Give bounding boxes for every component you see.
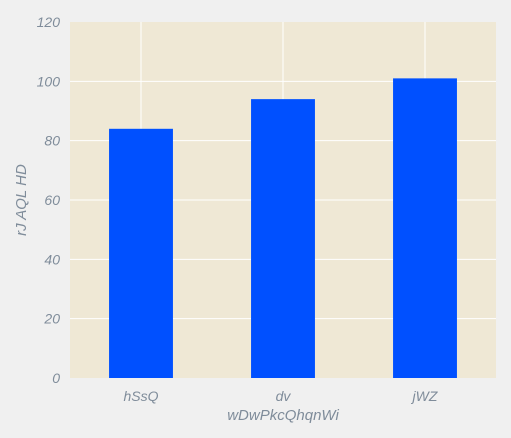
y-tick-label: 60 <box>44 192 60 208</box>
bar-jWZ <box>393 78 457 378</box>
x-tick-label: dv <box>276 388 292 404</box>
y-tick-labels: 0 20 40 60 80 100 120 <box>37 14 61 386</box>
y-tick-label: 120 <box>37 14 61 30</box>
y-tick-label: 100 <box>37 73 61 89</box>
bars <box>109 78 457 378</box>
y-tick-label: 0 <box>52 370 60 386</box>
x-axis-label: wDwPkcQhqnWi <box>227 407 339 424</box>
y-tick-label: 20 <box>43 311 60 327</box>
y-tick-label: 80 <box>44 133 60 149</box>
x-tick-label: hSsQ <box>123 388 158 404</box>
x-tick-labels: hSsQ dv jWZ <box>123 388 437 404</box>
bar-hSsQ <box>109 128 173 378</box>
bar-dv <box>251 99 315 378</box>
x-tick-label: jWZ <box>411 388 438 404</box>
y-axis-label: rJ AQL HD <box>13 164 30 236</box>
y-tick-label: 40 <box>44 251 60 267</box>
